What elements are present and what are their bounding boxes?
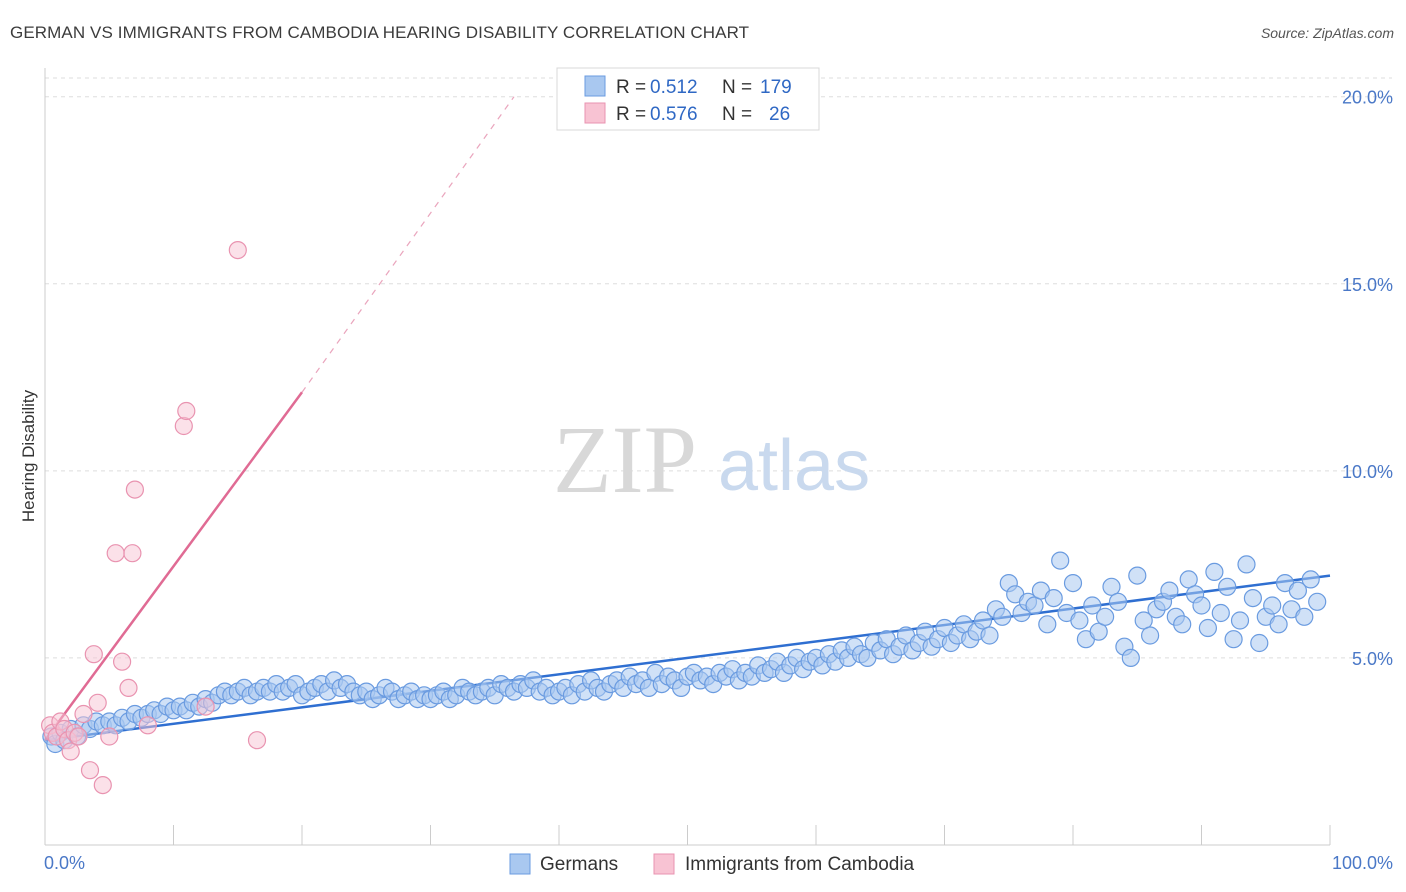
legend-label-germans: Germans (540, 854, 618, 875)
trend-line-cambodia-extension (301, 96, 515, 393)
point-cambodia (69, 727, 88, 746)
point-cambodia (93, 775, 112, 795)
point-germans (1308, 592, 1327, 611)
x-tick-label: 0.0% (44, 853, 85, 873)
point-germans (1095, 607, 1115, 626)
source-note: Source: ZipAtlas.com (1260, 25, 1394, 41)
point-germans (1269, 615, 1288, 634)
point-germans (1063, 573, 1083, 593)
y-tick-labels: 5.0% 10.0% 15.0% 20.0% (1342, 88, 1393, 669)
stats-r-value-cambodia: 0.576 (650, 104, 698, 125)
x-tick-labels: 0.0% 100.0% (44, 853, 1393, 873)
point-cambodia (88, 693, 107, 712)
watermark: ZIP atlas (553, 406, 870, 513)
watermark-atlas: atlas (718, 426, 870, 506)
stats-r-value-germans: 0.512 (650, 77, 698, 98)
point-germans (1237, 555, 1256, 574)
point-germans (980, 626, 999, 645)
y-tick-label: 5.0% (1352, 649, 1393, 669)
y-tick-label: 20.0% (1342, 88, 1393, 108)
point-germans (1230, 611, 1250, 630)
chart-title: GERMAN VS IMMIGRANTS FROM CAMBODIA HEARI… (10, 23, 750, 42)
point-germans (1295, 607, 1314, 626)
point-cambodia (196, 697, 215, 716)
point-germans (1051, 551, 1070, 570)
point-germans (1044, 588, 1063, 608)
legend-swatch-germans (509, 853, 531, 875)
point-germans (1083, 596, 1102, 615)
stats-legend: R = 0.512 N = 179 R = 0.576 N = 26 (556, 67, 820, 131)
stats-r-label-germans: R = (616, 77, 646, 98)
stats-r-label-cambodia: R = (616, 104, 646, 125)
point-germans (1108, 592, 1128, 611)
point-germans (1250, 633, 1269, 653)
point-germans (973, 611, 993, 630)
stats-n-value-germans: 179 (760, 77, 792, 98)
watermark-zip: ZIP (553, 406, 697, 513)
point-germans (1288, 581, 1308, 600)
stats-swatch-cambodia (584, 102, 606, 124)
point-cambodia (228, 241, 247, 260)
point-cambodia (123, 544, 142, 563)
point-cambodia (100, 727, 119, 746)
point-germans (1192, 596, 1211, 615)
x-tick-label: 100.0% (1332, 853, 1393, 873)
series-legend: Germans Immigrants from Cambodia (509, 853, 915, 875)
point-germans (1173, 615, 1192, 634)
point-cambodia (119, 678, 138, 698)
point-germans (1205, 562, 1224, 582)
point-cambodia (61, 742, 80, 761)
point-cambodia (112, 652, 132, 671)
point-germans (1128, 566, 1147, 585)
point-germans (1263, 596, 1282, 615)
stats-n-label-cambodia: N = (722, 104, 752, 125)
point-germans (993, 607, 1012, 626)
y-tick-label: 10.0% (1342, 462, 1393, 482)
y-tick-label: 15.0% (1342, 275, 1393, 295)
point-cambodia (247, 731, 267, 750)
point-germans (1301, 570, 1320, 589)
trend-line-cambodia (43, 391, 304, 741)
point-cambodia (174, 416, 193, 436)
point-cambodia (74, 704, 93, 724)
point-cambodia (80, 761, 100, 780)
legend-swatch-cambodia (653, 853, 675, 875)
point-germans (1121, 648, 1140, 668)
point-germans (1243, 588, 1263, 608)
point-cambodia (106, 544, 125, 563)
stats-swatch-germans (584, 75, 606, 97)
point-cambodia (138, 716, 157, 735)
point-cambodia (125, 480, 144, 499)
point-germans (1140, 626, 1160, 645)
point-cambodia (177, 401, 196, 421)
point-germans (1224, 630, 1243, 649)
axes (44, 68, 1331, 846)
data-points (40, 241, 1327, 795)
point-germans (1070, 611, 1089, 630)
point-germans (1198, 618, 1218, 638)
y-axis-label: Hearing Disability (19, 389, 38, 522)
point-germans (1211, 603, 1230, 623)
stats-n-label-germans: N = (722, 77, 752, 98)
stats-n-value-cambodia: 26 (769, 104, 790, 125)
point-germans (1160, 581, 1179, 600)
point-germans (1102, 577, 1121, 596)
point-cambodia (84, 645, 103, 664)
point-germans (1134, 611, 1153, 630)
point-germans (1218, 577, 1237, 596)
point-germans (1038, 615, 1057, 634)
legend-label-cambodia: Immigrants from Cambodia (685, 854, 915, 875)
